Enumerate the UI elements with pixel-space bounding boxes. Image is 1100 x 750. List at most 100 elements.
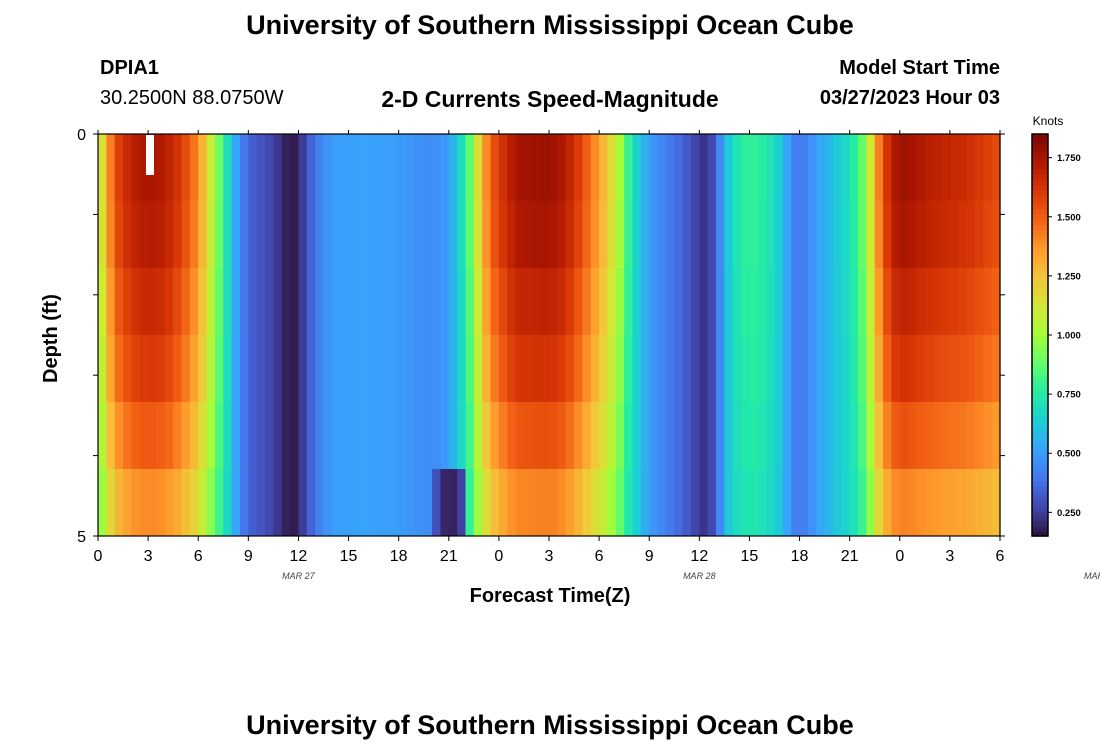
- heatmap-cell: [198, 134, 208, 202]
- heatmap-cell: [565, 268, 575, 336]
- heatmap-cell: [515, 268, 525, 336]
- heatmap-cell: [924, 335, 934, 403]
- heatmap-cell: [465, 402, 475, 470]
- heatmap-cell: [540, 268, 550, 336]
- colorbar-segment: [1032, 204, 1048, 210]
- heatmap-cell: [390, 402, 400, 470]
- heatmap-cell: [966, 402, 976, 470]
- heatmap-cell: [214, 402, 224, 470]
- heatmap-cell: [707, 335, 717, 403]
- heatmap-cell: [498, 268, 508, 336]
- heatmap-cell: [440, 335, 450, 403]
- heatmap-cell: [665, 335, 675, 403]
- heatmap-cell: [381, 201, 391, 269]
- heatmap-cell: [298, 134, 308, 202]
- heatmap-cell: [114, 335, 124, 403]
- heatmap-cell: [682, 335, 692, 403]
- heatmap-cell: [281, 268, 291, 336]
- heatmap-cell: [139, 201, 149, 269]
- colorbar-segment: [1032, 525, 1048, 532]
- heatmap-cell: [448, 134, 458, 202]
- heatmap-cell: [415, 469, 425, 537]
- heatmap-cell: [916, 402, 926, 470]
- heatmap-cell: [290, 201, 300, 269]
- heatmap-cell: [799, 268, 809, 336]
- heatmap-cell: [557, 469, 567, 537]
- heatmap-cell: [290, 469, 300, 537]
- heatmap-cell: [331, 201, 341, 269]
- heatmap-cell: [766, 134, 776, 202]
- x-tick-label: 6: [595, 548, 604, 565]
- heatmap-cell: [607, 402, 617, 470]
- heatmap-cell: [239, 201, 249, 269]
- heatmap-cell: [214, 201, 224, 269]
- heatmap-cell: [214, 268, 224, 336]
- heatmap-cell: [248, 134, 258, 202]
- heatmap-cell: [632, 134, 642, 202]
- heatmap-cell: [716, 335, 725, 403]
- heatmap-cell: [615, 268, 625, 336]
- colorbar-segment: [1032, 309, 1048, 316]
- heatmap-cell: [883, 469, 893, 537]
- heatmap-cell: [766, 335, 776, 403]
- heatmap-cell: [256, 268, 266, 336]
- heatmap-cell: [557, 201, 567, 269]
- heatmap-cell: [131, 469, 141, 537]
- heatmap-cell: [507, 335, 517, 403]
- heatmap-cell: [724, 402, 734, 470]
- heatmap-cell: [649, 134, 659, 202]
- heatmap-cell: [432, 402, 442, 470]
- colorbar-segment: [1032, 254, 1048, 261]
- heatmap-cell: [557, 402, 567, 470]
- heatmap-cell: [256, 402, 266, 470]
- heatmap-cell: [883, 268, 893, 336]
- heatmap-cell: [624, 268, 634, 336]
- heatmap-cell: [841, 469, 851, 537]
- heatmap-cell: [924, 201, 934, 269]
- heatmap-cell: [966, 268, 976, 336]
- heatmap-cell: [908, 201, 918, 269]
- heatmap-cell: [832, 469, 842, 537]
- heatmap-cell: [716, 268, 725, 336]
- heatmap-cell: [373, 134, 383, 202]
- heatmap-cell: [482, 134, 492, 202]
- colorbar-segment: [1032, 345, 1048, 351]
- heatmap-cell: [365, 268, 375, 336]
- heatmap-cell: [407, 201, 416, 269]
- heatmap-cell: [498, 335, 508, 403]
- heatmap-cell: [874, 402, 884, 470]
- heatmap-cell: [265, 201, 274, 269]
- colorbar-segment: [1032, 375, 1048, 381]
- heatmap-cell: [239, 268, 249, 336]
- heatmap-cell: [933, 201, 943, 269]
- heatmap-cell: [465, 469, 475, 537]
- heatmap-cell: [665, 134, 675, 202]
- heatmap-cell: [657, 469, 667, 537]
- heatmap-cell: [340, 469, 350, 537]
- heatmap-cell: [874, 469, 884, 537]
- colorbar-segment: [1032, 340, 1048, 346]
- heatmap-cell: [123, 268, 133, 336]
- heatmap-cell: [849, 335, 859, 403]
- heatmap-cell: [807, 134, 817, 202]
- x-axis: 0 3 6 9 12 15 18 21 0 3 6 9 12 15 18 21 0 3 6 MAR 27 MAR 28 M…: [94, 130, 1100, 581]
- heatmap-cell: [515, 201, 525, 269]
- colorbar-segment: [1032, 445, 1048, 452]
- heatmap-cell: [306, 469, 316, 537]
- heatmap-cell: [490, 402, 500, 470]
- heatmap-cell: [841, 268, 851, 336]
- heatmap-cell: [340, 134, 350, 202]
- colorbar-segment: [1032, 370, 1048, 376]
- heatmap-cell: [348, 335, 358, 403]
- model-start-label: Model Start Time: [839, 57, 1000, 79]
- heatmap-cell: [206, 469, 216, 537]
- heatmap-cell: [515, 134, 525, 202]
- heatmap-cell: [390, 335, 400, 403]
- heatmap-cell: [148, 201, 158, 269]
- heatmap-cell: [732, 268, 742, 336]
- x-tick-label: 3: [144, 548, 153, 565]
- heatmap-cell: [858, 134, 867, 202]
- heatmap-cell: [724, 335, 734, 403]
- heatmap-cell: [674, 134, 684, 202]
- heatmap-cell: [966, 134, 976, 202]
